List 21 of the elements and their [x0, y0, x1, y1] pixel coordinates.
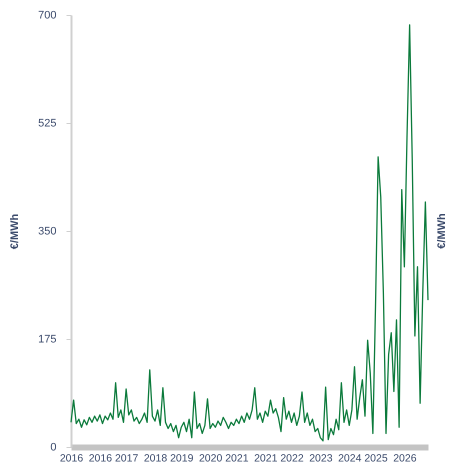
x-tick-label: 2023 [309, 452, 333, 464]
x-tick-label: 2026 [393, 452, 417, 464]
y-axis-title: €/MWh [9, 214, 22, 250]
x-tick-label: 2017 [114, 452, 138, 464]
x-tick-label: 2016 [60, 452, 84, 464]
x-tick-label: 2020 [198, 452, 222, 464]
y-tick-label: 350 [38, 226, 56, 238]
y-tick-label: 0 [50, 442, 56, 454]
x-tick-label: 2019 [170, 452, 194, 464]
y2-axis-title: €/MWh [436, 213, 448, 249]
x-tick-label: 2021 [225, 452, 249, 464]
x-tick-label: 2022 [280, 452, 304, 464]
y-tick-label: 700 [38, 10, 56, 22]
x-tick-label: 2016 [88, 452, 112, 464]
y-tick-label: 175 [38, 334, 56, 346]
x-tick-label: 2024 [338, 452, 362, 464]
x-tick-label: 2021 [254, 452, 278, 464]
line-series [70, 24, 429, 442]
y-tick-label: 525 [38, 118, 56, 130]
x-tick-label: 2018 [144, 452, 168, 464]
x-tick-label: 2025 [364, 452, 388, 464]
